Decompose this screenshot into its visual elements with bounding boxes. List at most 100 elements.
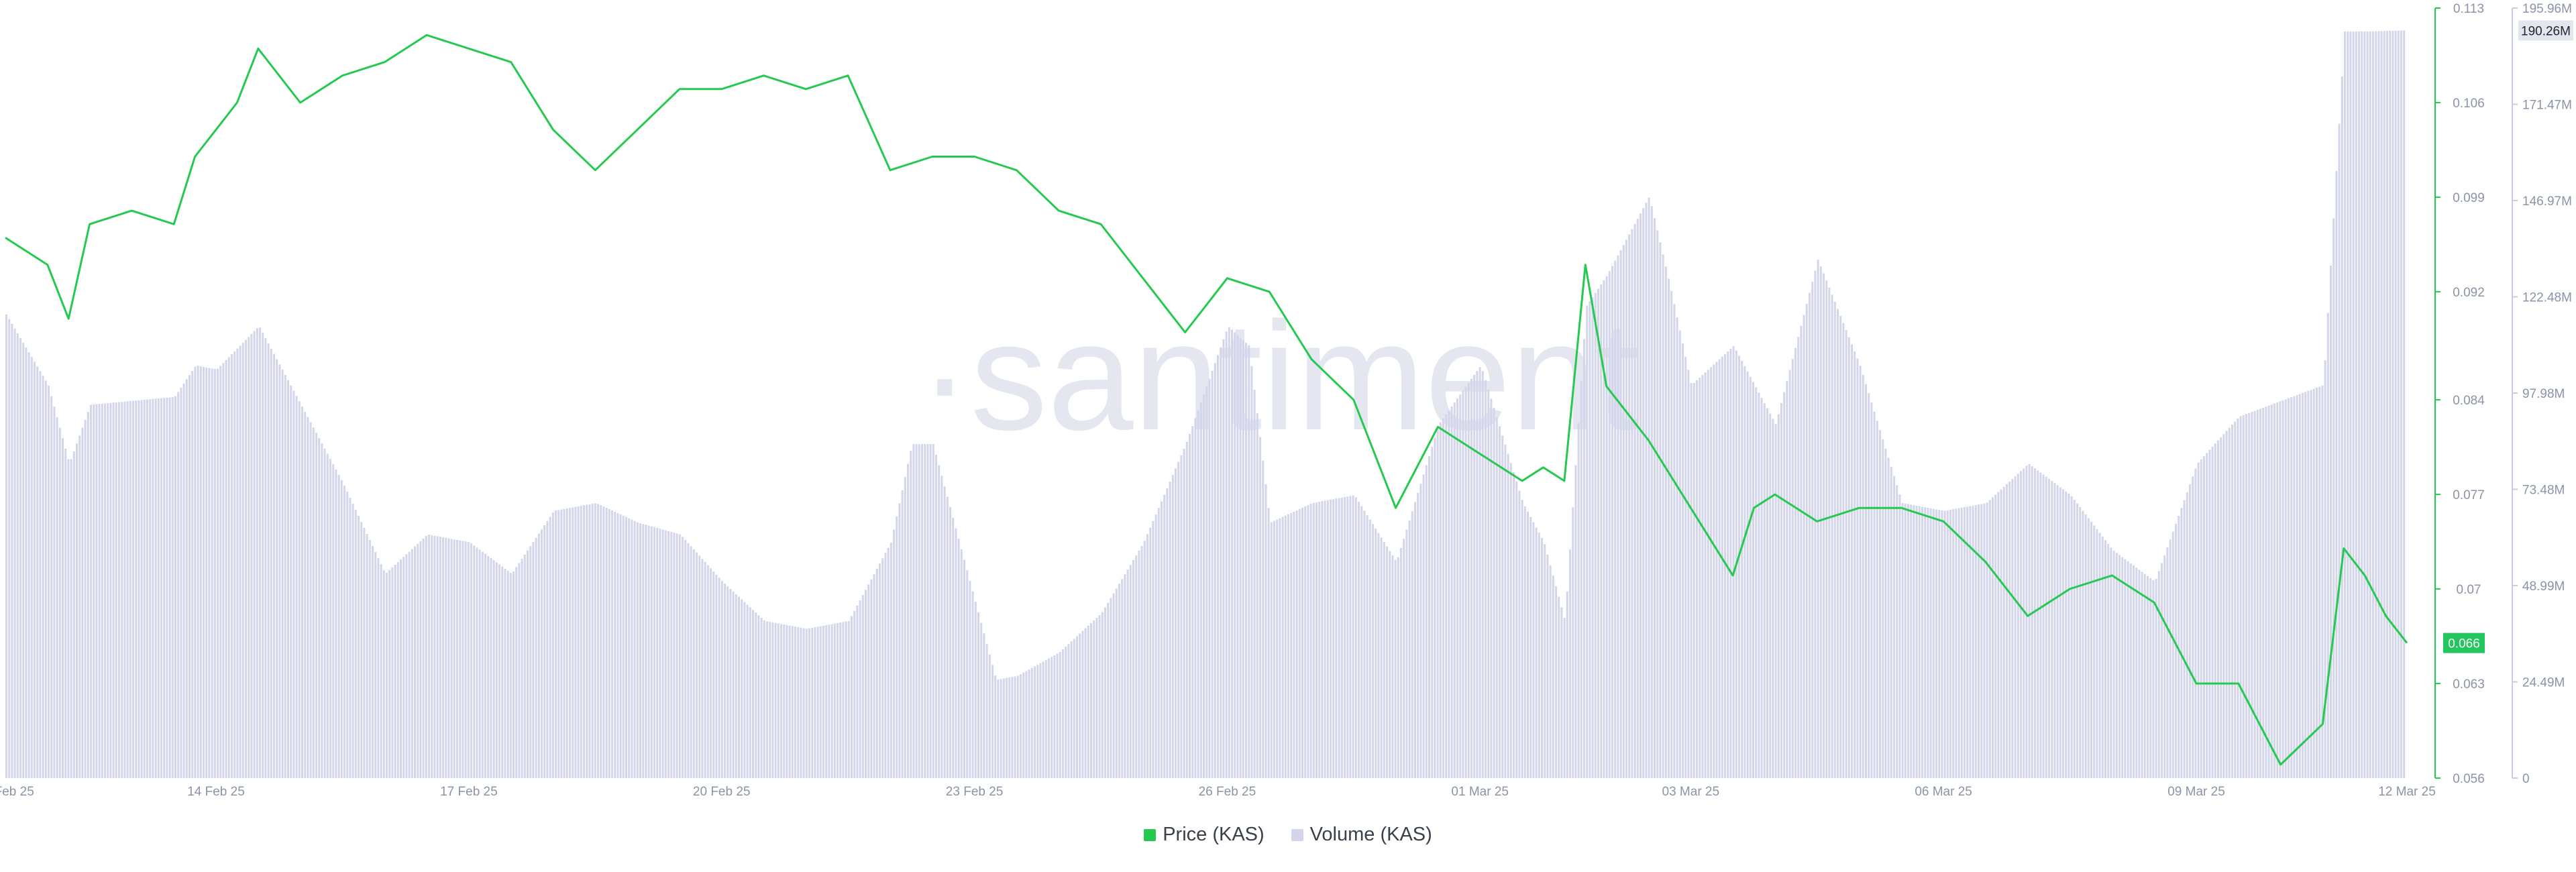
volume-bar xyxy=(2380,31,2383,778)
volume-bar xyxy=(696,552,698,778)
volume-bar xyxy=(881,558,884,778)
volume-bar xyxy=(2338,123,2341,778)
volume-bar xyxy=(329,459,331,778)
price-square-icon xyxy=(1144,828,1157,841)
volume-bar xyxy=(2163,555,2166,778)
volume-bar xyxy=(572,507,574,778)
volume-bar xyxy=(1107,602,1110,778)
volume-bar xyxy=(2372,31,2374,779)
volume-bar xyxy=(1788,370,1791,778)
volume-bar xyxy=(521,559,523,778)
volume-bar xyxy=(456,540,458,778)
volume-bar xyxy=(588,504,591,778)
volume-bar xyxy=(478,549,481,778)
volume-bar xyxy=(2161,563,2163,778)
volume-bar xyxy=(1372,524,1374,778)
price-tick-label: 0.106 xyxy=(2453,97,2485,111)
volume-bar xyxy=(1938,510,1941,778)
volume-bar xyxy=(1727,351,1729,778)
volume-bar xyxy=(107,403,109,778)
volume-bar xyxy=(1490,398,1493,778)
volume-bar xyxy=(1687,370,1690,778)
volume-bar xyxy=(56,417,58,778)
volume-bar xyxy=(1090,622,1092,778)
volume-bar xyxy=(2053,483,2056,778)
volume-bar xyxy=(1580,381,1582,778)
volume-bar xyxy=(1115,588,1118,778)
volume-bar xyxy=(904,477,906,778)
volume-bar xyxy=(1569,549,1571,778)
volume-bar xyxy=(749,607,751,778)
volume-bar xyxy=(1481,371,1484,778)
volume-bar xyxy=(1904,503,1907,778)
volume-bar xyxy=(1177,461,1180,778)
volume-bar xyxy=(870,579,873,778)
volume-bar xyxy=(2115,553,2118,778)
volume-bar xyxy=(2282,400,2284,778)
volume-bar xyxy=(2231,425,2233,778)
volume-bar xyxy=(1499,426,1501,778)
volume-bar xyxy=(867,584,870,778)
volume-bar xyxy=(611,510,613,778)
volume-bar xyxy=(1431,447,1434,778)
volume-bar xyxy=(1766,408,1768,778)
volume-bar xyxy=(560,509,563,778)
volume-bar xyxy=(1129,565,1132,778)
volume-bar xyxy=(656,528,659,778)
volume-bar xyxy=(1741,361,1743,778)
volume-bar xyxy=(239,345,241,778)
volume-bar xyxy=(138,400,140,778)
volume-bar xyxy=(1913,505,1915,778)
volume-bar xyxy=(1538,533,1540,778)
volume-bar xyxy=(1316,502,1318,778)
legend-item-volume[interactable]: Volume (KAS) xyxy=(1291,824,1432,846)
volume-bar xyxy=(374,552,377,778)
volume-bar xyxy=(2014,476,2017,778)
volume-bar xyxy=(445,537,447,778)
volume-bar xyxy=(2096,529,2098,778)
volume-bar xyxy=(2118,555,2121,778)
volume-bar xyxy=(1112,593,1115,778)
volume-bar xyxy=(780,624,782,778)
x-axis: 12 Feb 25 14 Feb 25 17 Feb 25 20 Feb 25 23 F… xyxy=(0,785,2436,799)
volume-bar xyxy=(1199,402,1202,778)
volume-bar xyxy=(1203,394,1205,778)
volume-bar xyxy=(746,604,749,778)
volume-bar xyxy=(712,571,715,778)
volume-bar xyxy=(1805,303,1808,778)
volume-bar xyxy=(1797,337,1800,778)
volume-bar xyxy=(1059,652,1061,778)
volume-bar xyxy=(1577,423,1580,778)
volume-bar xyxy=(1523,506,1526,778)
volume-bar xyxy=(115,402,117,778)
volume-bar xyxy=(2039,472,2042,778)
volume-bar xyxy=(673,533,676,778)
volume-tick-label: 195.96M xyxy=(2522,2,2572,16)
volume-bar xyxy=(1149,527,1152,778)
volume-bar xyxy=(622,515,625,778)
volume-bar xyxy=(2361,31,2363,778)
volume-bar xyxy=(425,535,427,778)
legend-item-price[interactable]: Price (KAS) xyxy=(1144,824,1265,846)
volume-bar xyxy=(1245,343,1247,779)
volume-bar xyxy=(557,510,560,778)
volume-bar xyxy=(912,444,915,778)
volume-bar xyxy=(1527,511,1529,778)
volume-bar xyxy=(1459,394,1462,778)
volume-bar xyxy=(262,333,264,778)
volume-bar xyxy=(1225,331,1228,779)
volume-bar xyxy=(667,531,669,778)
volume-bar xyxy=(591,504,594,778)
volume-bar xyxy=(1546,554,1549,778)
volume-bar xyxy=(411,549,413,778)
volume-bar xyxy=(1183,449,1185,778)
volume-bar xyxy=(506,570,509,778)
volume-bar xyxy=(1673,304,1676,778)
volume-bar xyxy=(1352,495,1354,778)
volume-bar xyxy=(326,453,329,778)
volume-bar xyxy=(422,538,425,778)
volume-bar xyxy=(2133,565,2135,778)
volume-bar xyxy=(1633,223,1636,778)
volume-bar xyxy=(8,319,11,778)
volume-bar xyxy=(1586,305,1589,779)
